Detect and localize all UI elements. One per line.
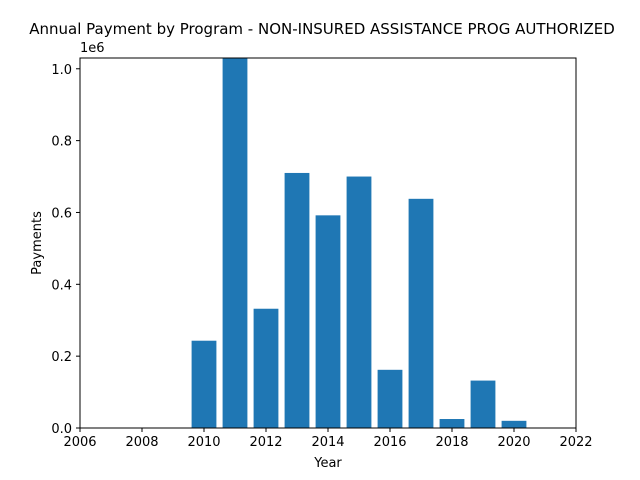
x-axis-label: Year bbox=[313, 456, 342, 471]
x-tick-label: 2008 bbox=[125, 435, 158, 450]
y-axis-label: Payments bbox=[30, 211, 45, 275]
chart-title: Annual Payment by Program - NON-INSURED … bbox=[29, 20, 615, 38]
y-axis-ticks: 0.0 0.2 0.4 0.6 0.8 1.0 bbox=[51, 63, 80, 437]
x-tick-label: 2012 bbox=[249, 435, 282, 450]
bar-2015 bbox=[346, 176, 372, 428]
x-tick-label: 2018 bbox=[435, 435, 468, 450]
y-offset-label: 1e6 bbox=[80, 41, 105, 56]
plot-frame bbox=[79, 57, 577, 429]
y-tick-label: 0.2 bbox=[51, 350, 72, 365]
x-tick-label: 2016 bbox=[373, 435, 406, 450]
y-tick-label: 0.8 bbox=[51, 135, 72, 150]
y-tick-label: 1.0 bbox=[51, 63, 72, 78]
x-axis-ticks: 2006 2008 2010 2012 2014 2016 2018 2020 2022 bbox=[63, 428, 593, 450]
bar-2012 bbox=[253, 308, 279, 428]
y-tick-label: 0.6 bbox=[51, 206, 72, 221]
x-tick-label: 2010 bbox=[187, 435, 220, 450]
y-tick-label: 0.4 bbox=[51, 278, 72, 293]
x-tick-label: 2006 bbox=[63, 435, 96, 450]
bars-group bbox=[191, 58, 527, 428]
bar-2016 bbox=[377, 369, 403, 428]
bar-2014 bbox=[315, 215, 341, 428]
x-tick-label: 2020 bbox=[497, 435, 530, 450]
bar-2019 bbox=[470, 380, 496, 428]
bar-2020 bbox=[501, 420, 527, 428]
bar-2018 bbox=[439, 419, 465, 428]
x-tick-label: 2022 bbox=[559, 435, 592, 450]
bar-2013 bbox=[284, 172, 310, 428]
x-tick-label: 2014 bbox=[311, 435, 344, 450]
bar-2011 bbox=[222, 58, 248, 428]
bar-2010 bbox=[191, 340, 217, 428]
y-tick-label: 0.0 bbox=[51, 422, 72, 437]
bar-2017 bbox=[408, 198, 434, 428]
